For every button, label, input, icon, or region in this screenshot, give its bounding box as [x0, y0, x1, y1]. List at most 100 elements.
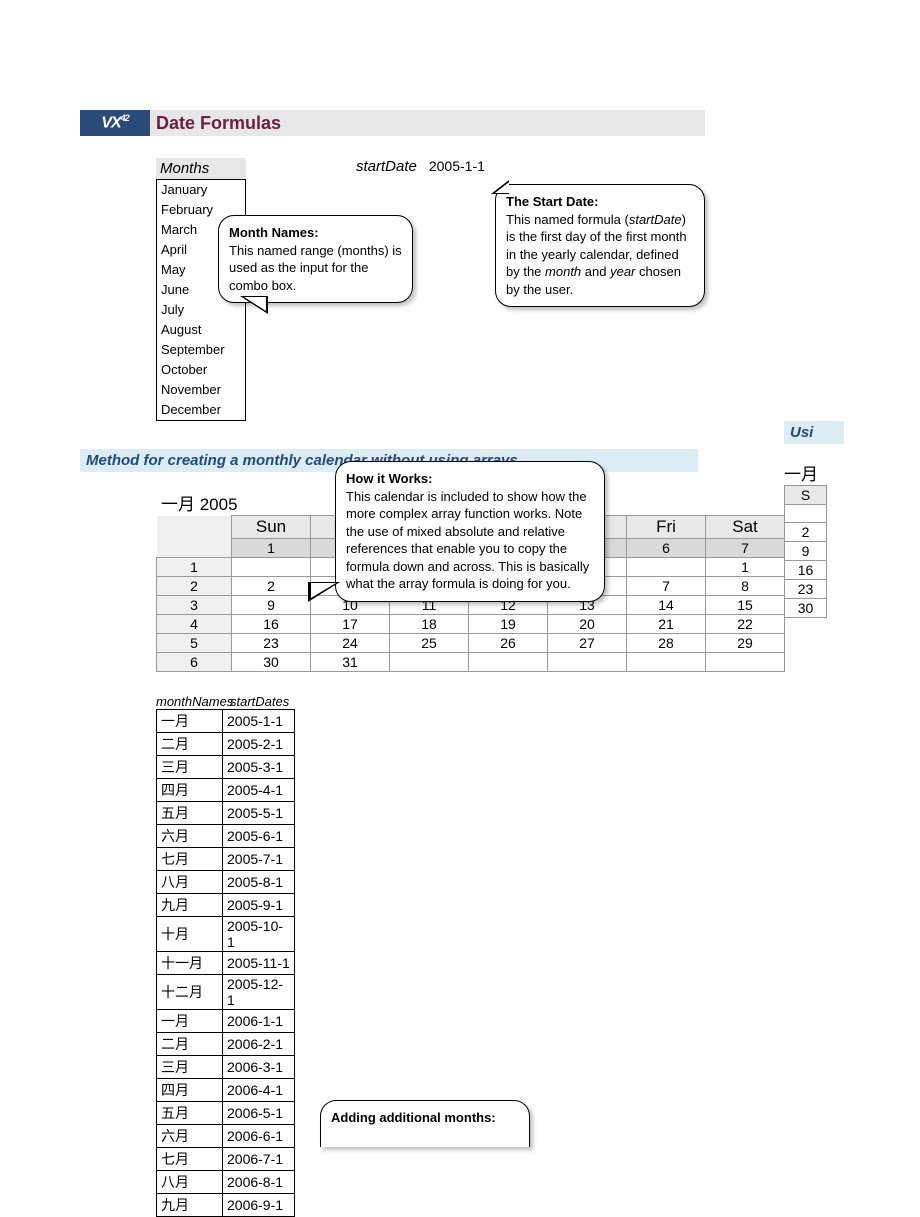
calendar-cell [232, 558, 311, 577]
page-title: Date Formulas [150, 110, 705, 136]
month-table-cell: 九月 [157, 1194, 223, 1217]
month-table-cell: 2005-3-1 [223, 756, 295, 779]
month-table-cell: 七月 [157, 848, 223, 871]
month-table-cell: 五月 [157, 1102, 223, 1125]
calendar-cell: 25 [390, 634, 469, 653]
month-table-cell: 2005-1-1 [223, 710, 295, 733]
month-table-cell: 八月 [157, 871, 223, 894]
month-table-cell: 2005-12-1 [223, 975, 295, 1010]
right-cal-cell: 2 [785, 523, 827, 542]
day-header: Sun [232, 516, 311, 539]
row-index: 1 [157, 558, 232, 577]
callout-add-months: Adding additional months: [320, 1100, 530, 1147]
callout-month-names-title: Month Names: [229, 225, 319, 240]
row-index: 4 [157, 615, 232, 634]
calendar-cell: 29 [706, 634, 785, 653]
month-table-cell: 二月 [157, 733, 223, 756]
month-table-cell: 2006-1-1 [223, 1010, 295, 1033]
right-day-header: S [785, 486, 827, 505]
row-index: 6 [157, 653, 232, 672]
month-item[interactable]: December [157, 400, 245, 420]
months-header: Months [156, 158, 246, 179]
month-item[interactable]: October [157, 360, 245, 380]
calendar-cell: 24 [311, 634, 390, 653]
calendar-cell: 31 [311, 653, 390, 672]
title-bar: VX42 Date Formulas [80, 110, 705, 136]
month-table-cell: 十二月 [157, 975, 223, 1010]
month-table-cell: 一月 [157, 1010, 223, 1033]
month-table-cell: 九月 [157, 894, 223, 917]
sd-b1: This named formula ( [506, 212, 629, 227]
month-item[interactable]: November [157, 380, 245, 400]
logo-sup: 42 [121, 113, 129, 123]
right-calendar-fragment: 一月 S29162330 [784, 460, 844, 618]
calendar-cell: 23 [232, 634, 311, 653]
month-table-cell: 四月 [157, 779, 223, 802]
sd-b3: and [581, 264, 610, 279]
calendar-cell: 21 [627, 615, 706, 634]
callout-month-names-body: This named range (months) is used as the… [229, 243, 402, 293]
month-table-cell: 六月 [157, 1125, 223, 1148]
calendar-cell: 9 [232, 596, 311, 615]
calendar-cell [390, 653, 469, 672]
month-table-cell: 2005-2-1 [223, 733, 295, 756]
month-table-cell: 一月 [157, 710, 223, 733]
day-header: Sat [706, 516, 785, 539]
right-cal-cell: 16 [785, 561, 827, 580]
row-index: 3 [157, 596, 232, 615]
month-table-cell: 2005-6-1 [223, 825, 295, 848]
calendar-cell: 7 [627, 577, 706, 596]
calendar-cell: 17 [311, 615, 390, 634]
month-table-cell: 三月 [157, 756, 223, 779]
calendar-cell: 28 [627, 634, 706, 653]
day-header: Fri [627, 516, 706, 539]
callout-hiw-body: This calendar is included to show how th… [346, 489, 589, 592]
month-table-cell: 十月 [157, 917, 223, 952]
month-item[interactable]: September [157, 340, 245, 360]
startdates-header: startDates [230, 694, 308, 709]
calendar-cell: 1 [706, 558, 785, 577]
right-cal-title: 一月 [784, 460, 844, 485]
month-item[interactable]: August [157, 320, 245, 340]
month-table-cell: 2006-3-1 [223, 1056, 295, 1079]
month-table-cell: 2006-7-1 [223, 1148, 295, 1171]
calendar-cell: 14 [627, 596, 706, 615]
section-heading-2: Usi [784, 421, 844, 444]
month-table-cell: 2005-7-1 [223, 848, 295, 871]
month-table-cell: 2006-6-1 [223, 1125, 295, 1148]
month-item[interactable]: July [157, 300, 245, 320]
month-item[interactable]: January [157, 180, 245, 200]
calendar-cell: 20 [548, 615, 627, 634]
row-index: 5 [157, 634, 232, 653]
calendar-cell: 27 [548, 634, 627, 653]
sd-e3: year [610, 264, 635, 279]
month-dates-table: 一月2005-1-1二月2005-2-1三月2005-3-1四月2005-4-1… [156, 709, 295, 1217]
right-cal-cell [785, 505, 827, 523]
right-cal-cell: 30 [785, 599, 827, 618]
month-table-cell: 八月 [157, 1171, 223, 1194]
month-table-cell: 2005-9-1 [223, 894, 295, 917]
calendar-cell [469, 653, 548, 672]
startdate-value: 2005-1-1 [429, 158, 485, 174]
calendar-cell: 18 [390, 615, 469, 634]
month-table-cell: 2006-4-1 [223, 1079, 295, 1102]
calendar-cell [548, 653, 627, 672]
calendar-cell: 2 [232, 577, 311, 596]
month-table-cell: 十一月 [157, 952, 223, 975]
month-table-cell: 2005-10-1 [223, 917, 295, 952]
weeknum-cell: 7 [706, 539, 785, 558]
month-table-cell: 2005-11-1 [223, 952, 295, 975]
logo: VX42 [80, 110, 150, 136]
callout-start-date-title: The Start Date: [506, 194, 598, 209]
callout-hiw-title: How it Works: [346, 471, 432, 486]
calendar-cell [627, 558, 706, 577]
month-table-cell: 2005-5-1 [223, 802, 295, 825]
right-cal-cell: 9 [785, 542, 827, 561]
month-table-cell: 2006-9-1 [223, 1194, 295, 1217]
month-table-cell: 四月 [157, 1079, 223, 1102]
callout-month-names: Month Names: This named range (months) i… [218, 215, 413, 303]
logo-prefix: VX [101, 115, 120, 132]
callout-how-it-works: How it Works: This calendar is included … [335, 461, 605, 602]
calendar-cell: 8 [706, 577, 785, 596]
monthnames-header: monthNames [156, 694, 230, 709]
